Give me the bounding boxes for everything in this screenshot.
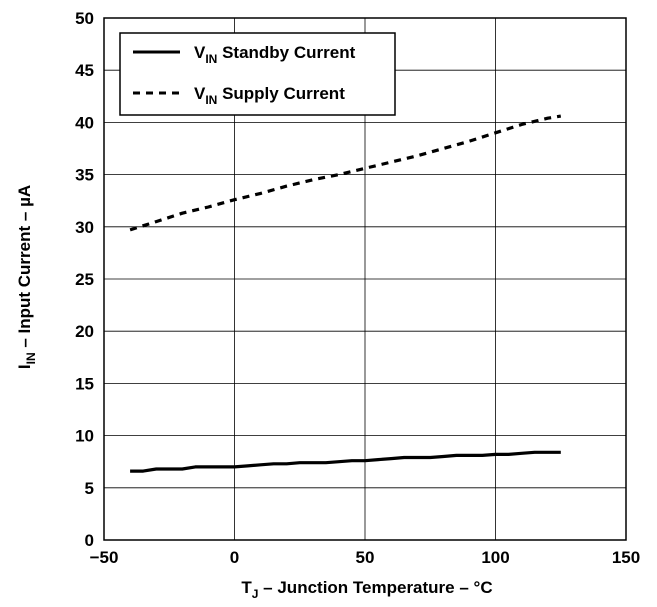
y-tick-label: 30 xyxy=(75,218,94,237)
series-line-supply-current xyxy=(129,114,562,232)
x-tick-label: 100 xyxy=(481,548,509,567)
y-tick-label: 35 xyxy=(75,166,94,185)
y-tick-label: 40 xyxy=(75,113,94,132)
legend-box xyxy=(119,32,396,116)
series-layer xyxy=(129,114,562,473)
legend: VIN Standby Current VIN Supply Current xyxy=(119,32,396,116)
x-axis-title: TJ – Junction Temperature – °C xyxy=(241,578,492,601)
y-tick-label: 10 xyxy=(75,427,94,446)
y-tick-label: 15 xyxy=(75,374,94,393)
x-tick-label: 0 xyxy=(230,548,239,567)
plot-frame xyxy=(103,17,627,541)
y-tick-label: 25 xyxy=(75,270,94,289)
y-tick-label: 0 xyxy=(85,531,94,550)
series-line-standby-current xyxy=(130,450,561,473)
legend-label-standby: VIN Standby Current xyxy=(194,43,356,66)
y-axis-title: IIN – Input Current – µA xyxy=(15,185,38,369)
y-tick-labels: 0 5 10 15 20 25 30 35 40 45 50 xyxy=(75,9,94,550)
x-tick-label: 150 xyxy=(612,548,640,567)
x-tick-label: 50 xyxy=(356,548,375,567)
y-tick-label: 20 xyxy=(75,322,94,341)
y-tick-label: 5 xyxy=(85,479,94,498)
legend-label-supply: VIN Supply Current xyxy=(194,84,345,107)
x-tick-label: −50 xyxy=(90,548,119,567)
y-tick-label: 50 xyxy=(75,9,94,28)
x-tick-labels: −50 0 50 100 150 xyxy=(90,548,641,567)
y-tick-label: 45 xyxy=(75,61,94,80)
